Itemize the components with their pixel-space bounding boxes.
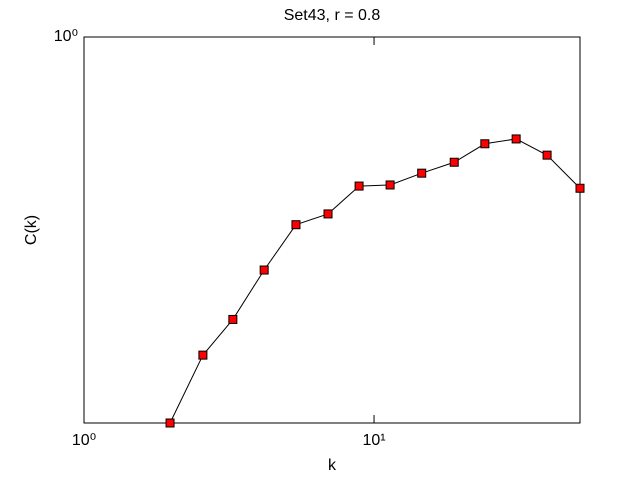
marker [259,265,269,275]
marker [575,183,585,193]
y-tick-label: 10⁰ [54,28,78,45]
marker [228,314,238,324]
marker [449,157,459,167]
chart-title: Set43, r = 0.8 [284,7,381,24]
marker [542,150,552,160]
x-axis-label: k [328,457,337,474]
marker [198,350,208,360]
marker [165,418,175,428]
y-axis-label: C(k) [23,215,40,245]
plot-area [83,36,581,424]
marker [385,180,395,190]
series-line [169,138,581,424]
marker [511,134,521,144]
x-tick-label: 10¹ [362,432,385,449]
x-tick-label: 10⁰ [72,432,96,449]
marker [354,181,364,191]
marker [323,209,333,219]
marker [291,220,301,230]
marker [480,139,490,149]
marker [417,168,427,178]
